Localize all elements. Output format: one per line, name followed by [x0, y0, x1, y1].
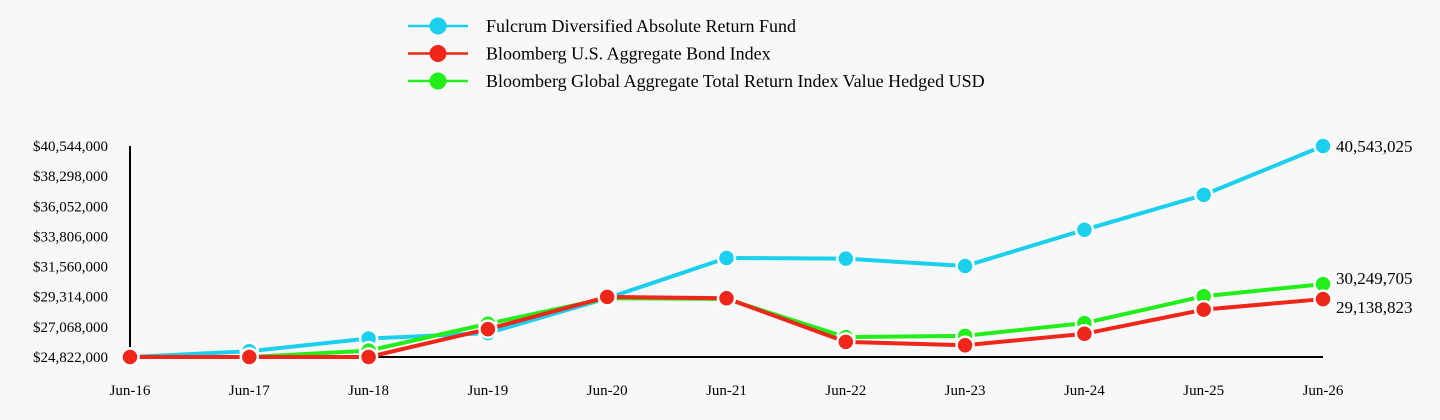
x-tick-label: Jun-16: [110, 383, 151, 399]
y-tick-label: $31,560,000: [33, 260, 108, 276]
legend-marker: [429, 17, 447, 35]
end-value-label: 29,138,823: [1336, 298, 1413, 317]
data-point: [597, 287, 617, 307]
y-tick-label: $29,314,000: [33, 290, 108, 306]
data-point: [239, 347, 260, 367]
x-tick-labels: Jun-16 Jun-17 Jun-18 Jun-19 Jun-20 Jun-21 Jun-…: [110, 383, 1344, 399]
legend-marker: [429, 45, 447, 62]
x-tick-label: Jun-18: [348, 383, 389, 399]
data-point: [478, 319, 498, 339]
data-point: [1074, 324, 1095, 344]
data-point: [716, 248, 737, 268]
data-point: [836, 248, 856, 269]
legend-item: Fulcrum Diversified Absolute Return Fund: [408, 16, 796, 36]
x-tick-label: Jun-26: [1303, 383, 1344, 399]
data-point: [1313, 289, 1333, 309]
legend-label: Bloomberg U.S. Aggregate Bond Index: [486, 44, 771, 64]
legend-item: Bloomberg U.S. Aggregate Bond Index: [408, 44, 771, 64]
y-tick-label: $36,052,000: [33, 199, 108, 215]
end-value-labels: 40,543,025 29,138,823 30,249,705: [1336, 137, 1413, 317]
y-tick-label: $24,822,000: [33, 350, 108, 366]
x-tick-label: Jun-21: [706, 383, 747, 399]
x-tick-label: Jun-19: [467, 383, 508, 399]
series-group: [120, 136, 1333, 367]
data-point: [1193, 185, 1214, 205]
y-tick-label: $38,298,000: [33, 169, 108, 185]
data-point: [955, 256, 975, 276]
legend: Fulcrum Diversified Absolute Return Fund…: [408, 16, 985, 91]
data-point: [358, 347, 379, 367]
data-point: [1074, 220, 1095, 240]
y-tick-label: $33,806,000: [33, 229, 108, 245]
legend-marker: [429, 72, 447, 90]
data-point: [955, 335, 975, 355]
end-value-label: 30,249,705: [1336, 269, 1413, 288]
data-point: [1193, 299, 1214, 320]
end-value-label: 40,543,025: [1336, 137, 1413, 156]
y-tick-label: $27,068,000: [33, 320, 108, 336]
legend-item: Bloomberg Global Aggregate Total Return …: [408, 71, 985, 91]
x-tick-label: Jun-17: [229, 383, 270, 399]
series-0: [120, 136, 1333, 367]
x-tick-label: Jun-25: [1183, 383, 1224, 399]
data-point: [836, 332, 856, 352]
y-tick-label: $40,544,000: [33, 139, 108, 155]
series-1: [120, 287, 1333, 367]
data-point: [716, 288, 737, 308]
legend-label: Bloomberg Global Aggregate Total Return …: [486, 71, 985, 91]
x-tick-label: Jun-23: [945, 383, 986, 399]
data-point: [120, 347, 140, 367]
y-tick-labels: $24,822,000 $27,068,000 $29,314,000 $31,560…: [33, 139, 108, 366]
x-tick-label: Jun-20: [587, 383, 628, 399]
data-point: [1313, 136, 1333, 156]
x-tick-label: Jun-24: [1064, 383, 1105, 399]
legend-label: Fulcrum Diversified Absolute Return Fund: [486, 16, 796, 36]
x-tick-label: Jun-22: [825, 383, 866, 399]
